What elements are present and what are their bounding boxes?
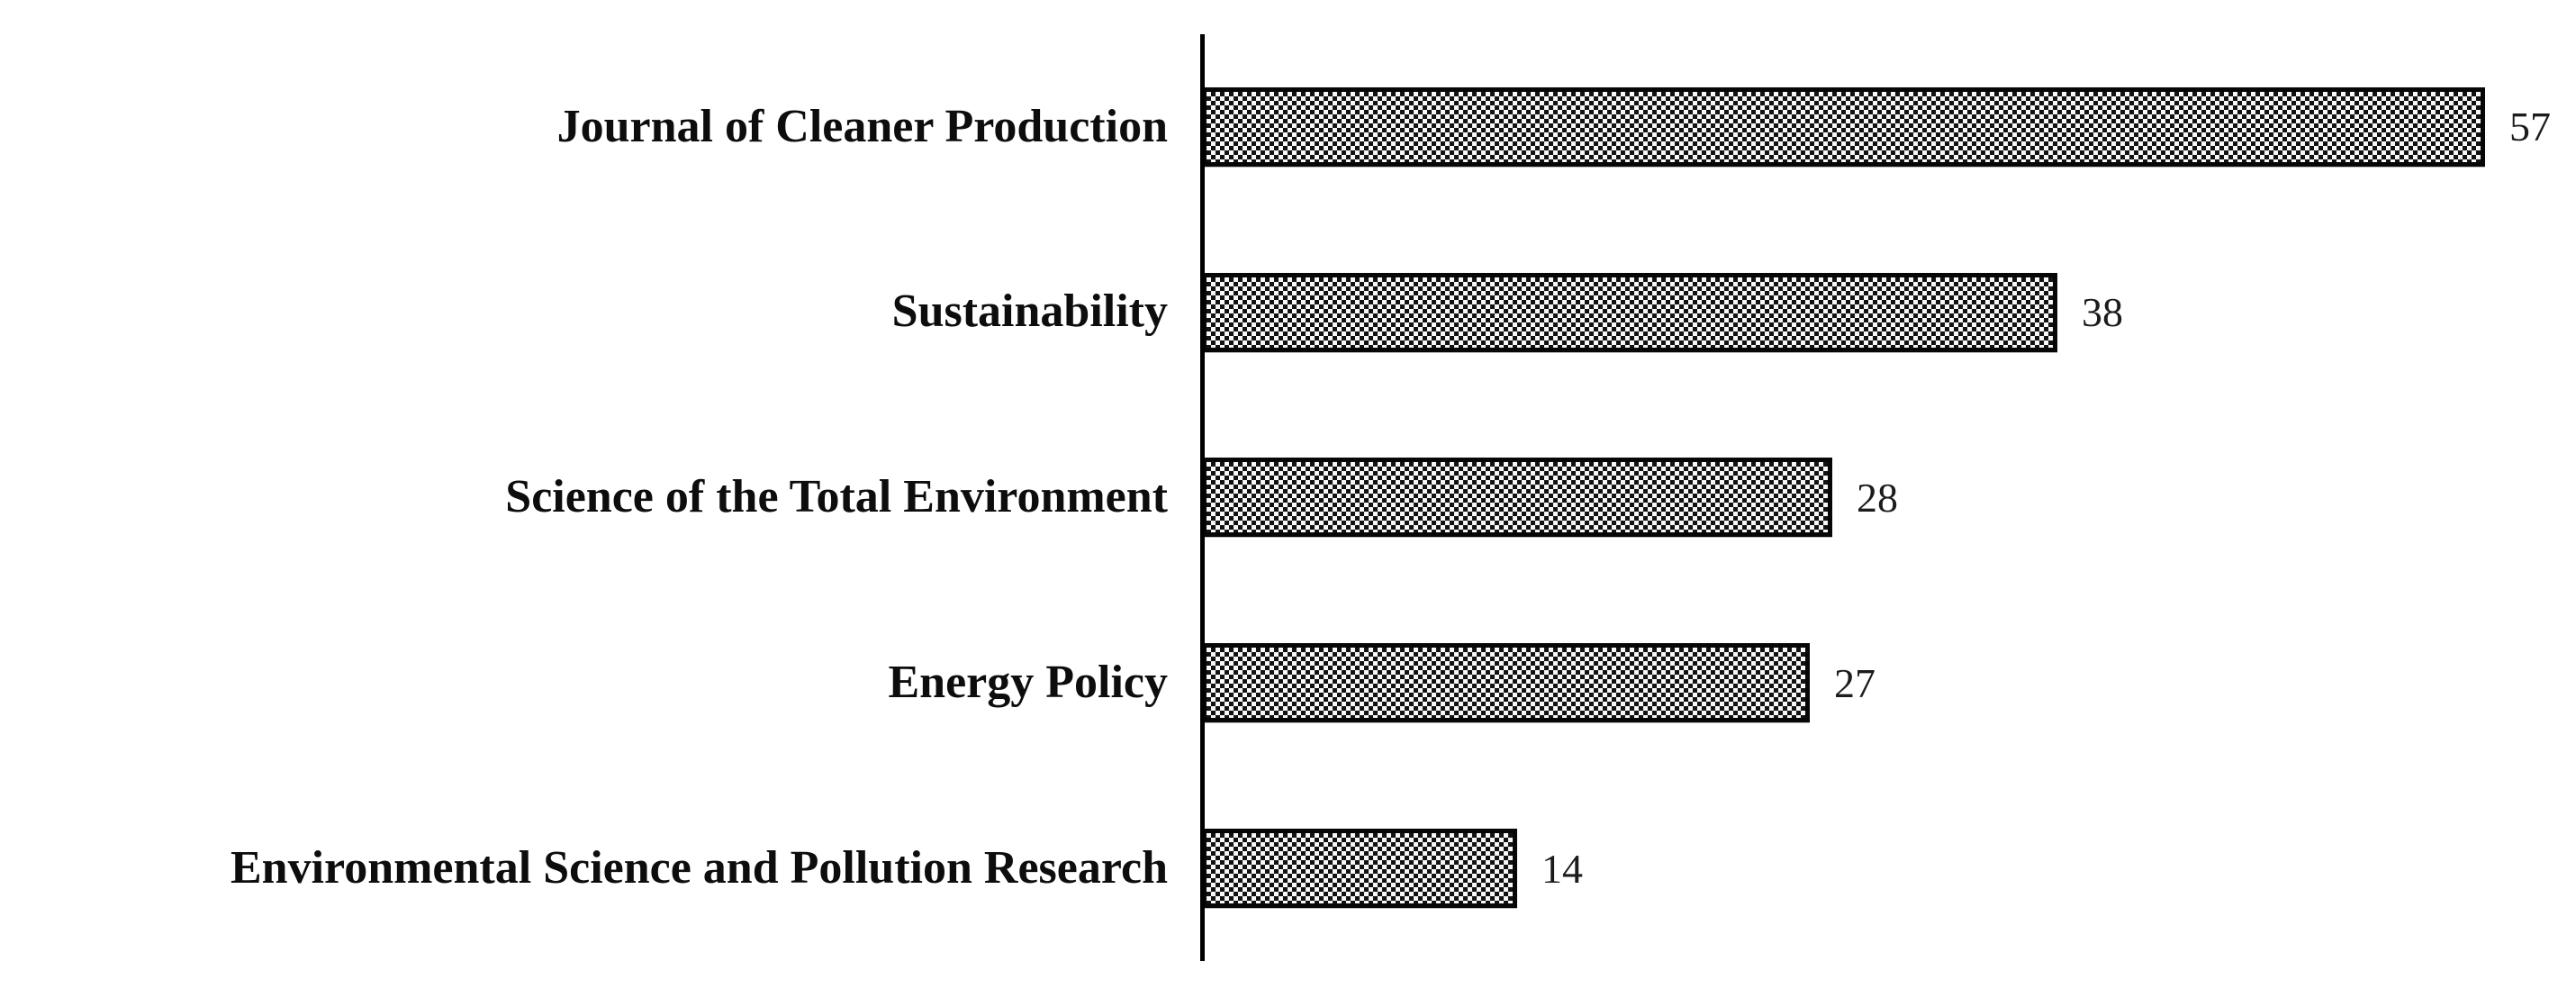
value-label: 14	[1541, 845, 1583, 892]
y-axis-line	[1200, 34, 1205, 961]
category-label: Sustainability	[891, 286, 1168, 338]
value-label: 38	[2082, 289, 2123, 336]
category-label: Energy Policy	[888, 656, 1168, 708]
value-label: 27	[1834, 659, 1876, 706]
chart-row: Science of the Total Environment 28	[0, 405, 2576, 591]
bar-area: 14	[1202, 829, 2576, 909]
bar-area: 38	[1202, 272, 2576, 352]
value-label: 28	[1857, 474, 1898, 521]
bar	[1202, 86, 2485, 167]
chart-rows: Journal of Cleaner Production 57 Sustain…	[0, 34, 2576, 961]
bar-area: 27	[1202, 643, 2576, 723]
bar	[1202, 643, 1810, 723]
chart-row: Journal of Cleaner Production 57	[0, 34, 2576, 220]
category-label: Science of the Total Environment	[505, 471, 1168, 523]
value-label: 57	[2509, 104, 2551, 150]
bar-area: 28	[1202, 458, 2576, 538]
bar	[1202, 272, 2057, 352]
bar	[1202, 458, 1832, 538]
chart-row: Environmental Science and Pollution Rese…	[0, 776, 2576, 961]
chart-row: Energy Policy 27	[0, 590, 2576, 776]
bar	[1202, 829, 1517, 909]
category-label: Journal of Cleaner Production	[556, 100, 1168, 152]
chart-row: Sustainability 38	[0, 220, 2576, 405]
category-label: Environmental Science and Pollution Rese…	[230, 841, 1168, 894]
bar-area: 57	[1202, 86, 2576, 167]
